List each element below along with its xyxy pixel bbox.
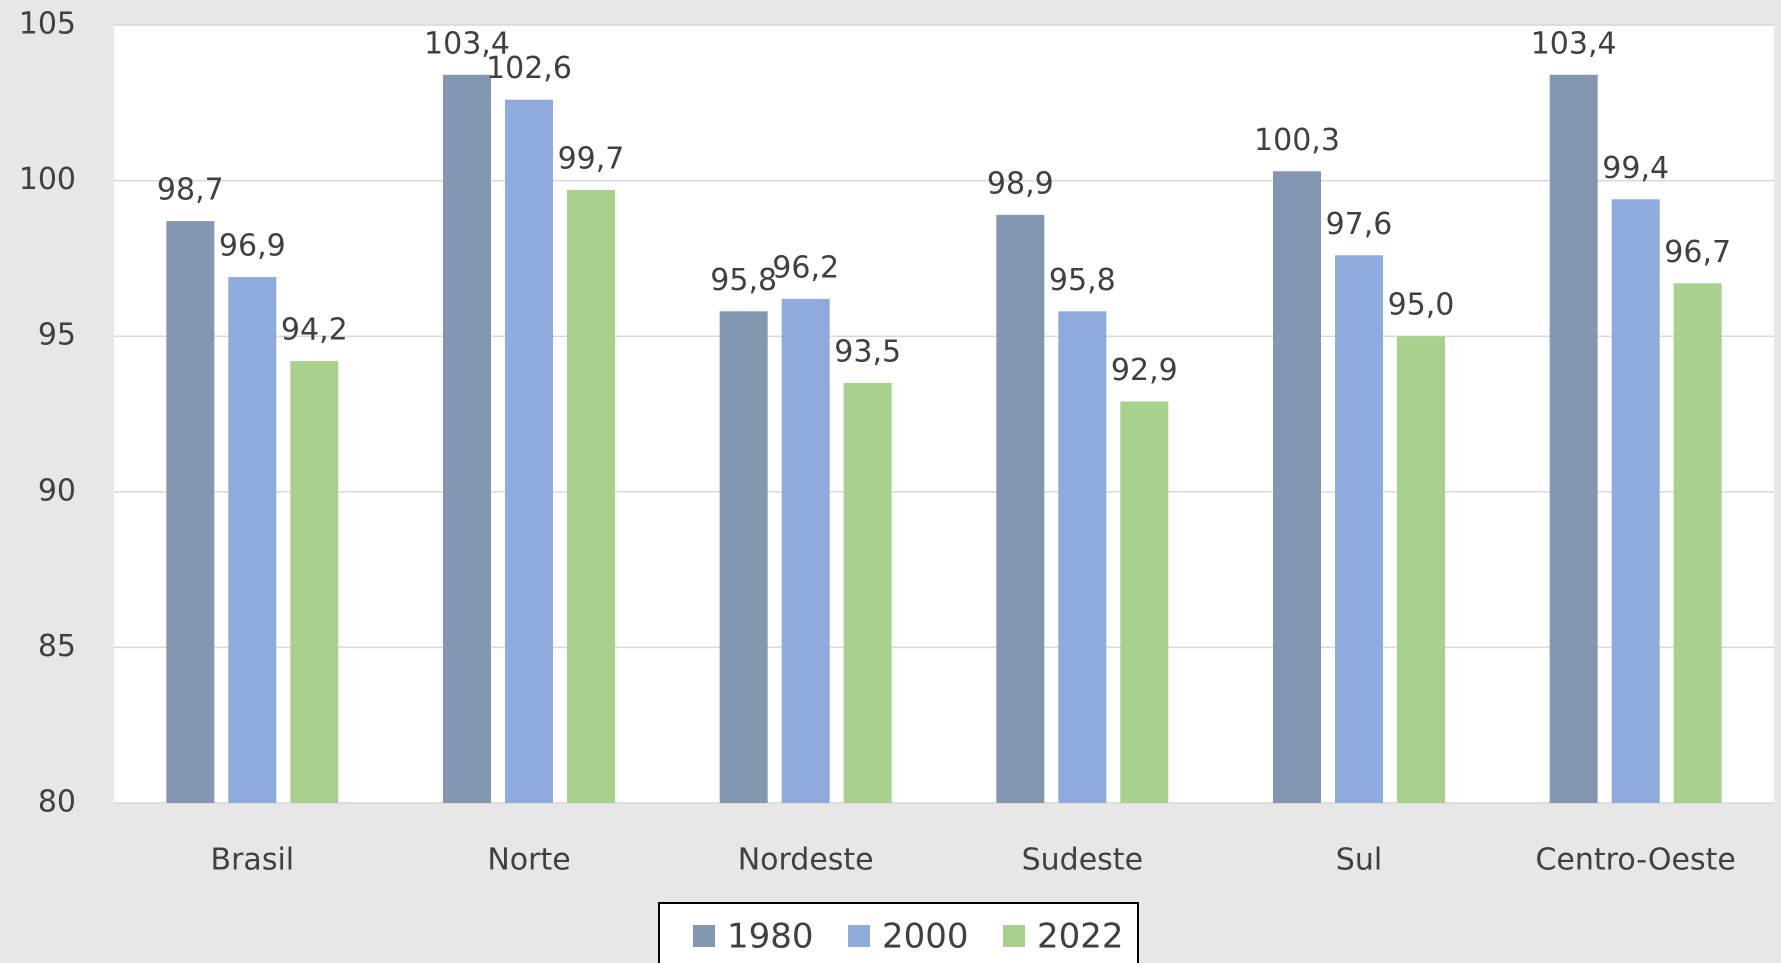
data-label: 100,3 — [1254, 123, 1340, 158]
data-label: 99,4 — [1602, 151, 1669, 186]
data-label: 99,7 — [558, 141, 625, 176]
bar — [1397, 336, 1445, 803]
y-tick-label: 105 — [19, 7, 76, 42]
legend-label: 1980 — [727, 917, 814, 957]
bar — [290, 361, 339, 803]
x-tick-label: Nordeste — [738, 843, 874, 878]
data-label: 103,4 — [1531, 26, 1617, 61]
data-label: 97,6 — [1326, 207, 1393, 242]
data-label: 96,9 — [219, 229, 286, 264]
bar — [996, 214, 1045, 803]
data-label: 92,9 — [1111, 353, 1178, 388]
y-tick-label: 80 — [38, 785, 76, 820]
bar — [1611, 199, 1660, 804]
x-tick-label: Brasil — [211, 843, 295, 878]
data-label: 94,2 — [281, 313, 348, 348]
x-tick-label: Sul — [1336, 843, 1382, 878]
legend-label: 2022 — [1037, 917, 1124, 957]
legend-swatch — [1003, 925, 1025, 947]
x-tick-label: Norte — [487, 843, 570, 878]
y-tick-label: 95 — [38, 318, 76, 353]
bar — [166, 221, 215, 803]
data-label: 93,5 — [834, 334, 901, 369]
plot-area — [114, 25, 1774, 803]
legend-swatch — [848, 925, 870, 947]
bar — [1335, 255, 1383, 804]
data-label: 95,8 — [1049, 263, 1116, 298]
data-label: 96,7 — [1664, 235, 1731, 270]
bar — [843, 382, 892, 803]
bar — [443, 74, 491, 804]
data-label: 96,2 — [772, 250, 839, 285]
bar — [567, 189, 615, 803]
data-label: 95,8 — [710, 263, 777, 298]
legend-label: 2000 — [882, 917, 969, 957]
bar — [781, 298, 830, 803]
bar — [1549, 74, 1598, 804]
data-label: 103,4 — [424, 26, 510, 61]
data-label: 98,7 — [157, 173, 224, 208]
bar — [719, 311, 768, 803]
data-label: 98,9 — [987, 166, 1054, 201]
bar — [1058, 311, 1107, 803]
y-tick-label: 85 — [38, 629, 76, 664]
y-tick-label: 100 — [19, 162, 76, 197]
y-tick-label: 90 — [38, 473, 76, 508]
bar — [1273, 171, 1321, 803]
legend-box — [658, 902, 1139, 963]
bar — [1673, 283, 1722, 803]
bar — [505, 99, 553, 804]
data-label: 95,0 — [1388, 288, 1455, 323]
bar — [228, 277, 277, 803]
x-tick-label: Centro-Oeste — [1535, 843, 1735, 878]
bar — [1120, 401, 1169, 803]
data-label: 102,6 — [486, 51, 572, 86]
legend-swatch — [693, 925, 715, 947]
x-tick-label: Sudeste — [1022, 843, 1143, 878]
